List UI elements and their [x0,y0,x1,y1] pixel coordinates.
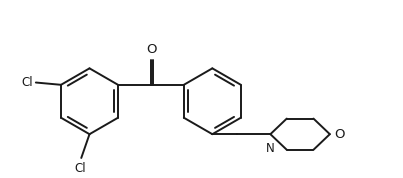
Text: Cl: Cl [75,162,86,175]
Text: Cl: Cl [21,76,33,89]
Text: N: N [266,142,275,155]
Text: O: O [334,128,345,141]
Text: O: O [147,43,157,56]
